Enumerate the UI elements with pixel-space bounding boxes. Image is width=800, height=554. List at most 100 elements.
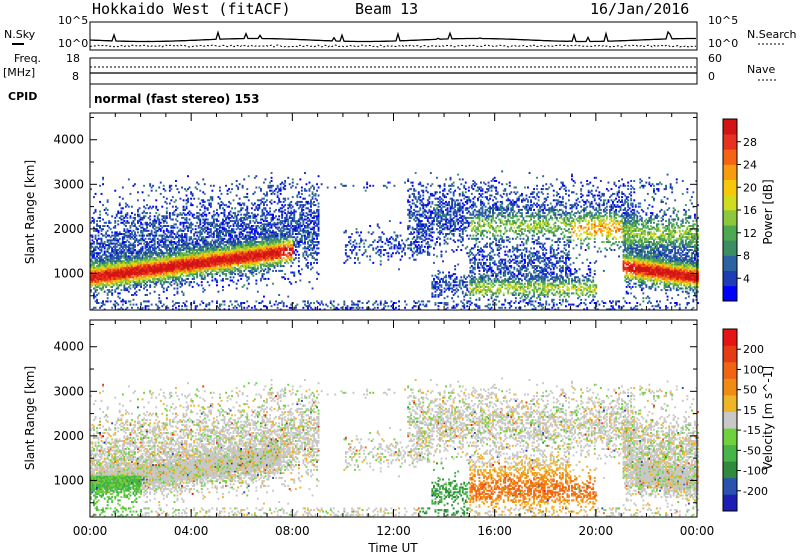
power-cell: [96, 289, 98, 292]
power-cell: [153, 241, 156, 243]
power-cell: [106, 208, 109, 211]
power-cell: [115, 215, 118, 218]
power-cell: [111, 255, 114, 258]
power-cell: [120, 215, 123, 218]
power-cell: [127, 271, 130, 274]
power-cell: [146, 277, 148, 280]
power-cell: [103, 261, 106, 264]
power-cell: [123, 269, 126, 272]
power-cell: [121, 298, 124, 301]
power-cell: [155, 303, 158, 306]
power-cell: [111, 258, 114, 261]
power-cell: [155, 257, 158, 260]
power-cell: [97, 274, 100, 277]
nave-tick-top: 60: [708, 52, 722, 65]
power-cell: [124, 241, 127, 243]
noise-tick-top: 10^5: [58, 14, 88, 27]
power-cell: [370, 244, 373, 247]
power-cell: [146, 234, 148, 237]
power-cell: [226, 277, 229, 280]
power-cell: [144, 282, 147, 285]
power-cell: [93, 263, 95, 266]
power-cell: [137, 258, 139, 261]
power-cell: [102, 274, 104, 277]
power-cell: [278, 215, 281, 218]
power-cell: [103, 265, 106, 268]
power-cell: [123, 265, 126, 268]
freq-label: Freq.: [14, 52, 41, 65]
power-cell: [141, 269, 144, 272]
power-cell: [138, 239, 141, 242]
station-title: Hokkaido West (fitACF): [92, 0, 291, 18]
power-cell: [99, 210, 101, 213]
power-cell: [150, 223, 153, 226]
power-cell: [124, 253, 127, 256]
power-cell: [317, 205, 320, 208]
power-cell: [93, 196, 95, 199]
power-cell: [155, 207, 158, 210]
power-cell: [124, 213, 127, 216]
power-cell: [246, 196, 249, 199]
power-cell: [121, 266, 124, 269]
power-cell: [126, 261, 129, 264]
power-cell: [141, 239, 144, 242]
power-cell: [106, 279, 109, 282]
power-cell: [93, 266, 95, 269]
power-cell: [123, 249, 126, 251]
power-cell: [317, 241, 320, 243]
power-cell: [140, 242, 142, 245]
power-cell: [121, 274, 124, 277]
power-cell: [147, 229, 150, 232]
power-cell: [252, 225, 255, 227]
power-cell: [143, 273, 145, 276]
power-cell: [158, 297, 161, 300]
power-cell: [355, 242, 358, 245]
power-cell: [141, 308, 144, 311]
power-cell: [132, 266, 135, 269]
power-cell: [349, 257, 352, 260]
power-cell: [94, 234, 97, 237]
power-cell: [100, 277, 103, 280]
power-cell: [219, 186, 221, 189]
power-cell: [134, 268, 136, 271]
power-cell: [296, 183, 299, 186]
power-cell: [216, 284, 218, 287]
power-cell: [144, 221, 147, 224]
power-cell: [93, 287, 95, 290]
power-cell: [156, 273, 159, 276]
power-cell: [357, 303, 359, 306]
power-cell: [126, 277, 129, 280]
power-cell: [310, 261, 312, 264]
power-cell: [126, 266, 129, 269]
power-cell: [118, 261, 121, 264]
power-cell: [97, 229, 100, 232]
power-cell: [109, 285, 112, 288]
power-cell: [97, 231, 100, 234]
power-cell: [276, 184, 279, 187]
power-cell: [93, 253, 95, 256]
power-cell: [147, 242, 150, 245]
power-cell: [153, 261, 156, 264]
power-cell: [138, 253, 141, 256]
power-cell: [234, 273, 237, 276]
power-cell: [150, 233, 153, 235]
power-cell: [109, 276, 112, 279]
power-cell: [96, 255, 98, 258]
power-cell: [297, 253, 300, 256]
power-cell: [131, 221, 133, 224]
power-cell: [158, 269, 161, 272]
power-cell: [153, 250, 156, 253]
power-cell: [111, 215, 114, 218]
power-cell: [106, 271, 109, 274]
power-cell: [134, 234, 136, 237]
power-cell: [176, 282, 179, 285]
power-cell: [111, 274, 114, 277]
power-cell: [144, 250, 147, 253]
power-cell: [97, 247, 100, 250]
power-cell: [144, 229, 147, 232]
power-cell: [155, 258, 158, 261]
power-cell: [115, 287, 118, 290]
power-cell: [158, 228, 161, 231]
power-cell: [155, 199, 158, 202]
power-cell: [152, 221, 155, 224]
